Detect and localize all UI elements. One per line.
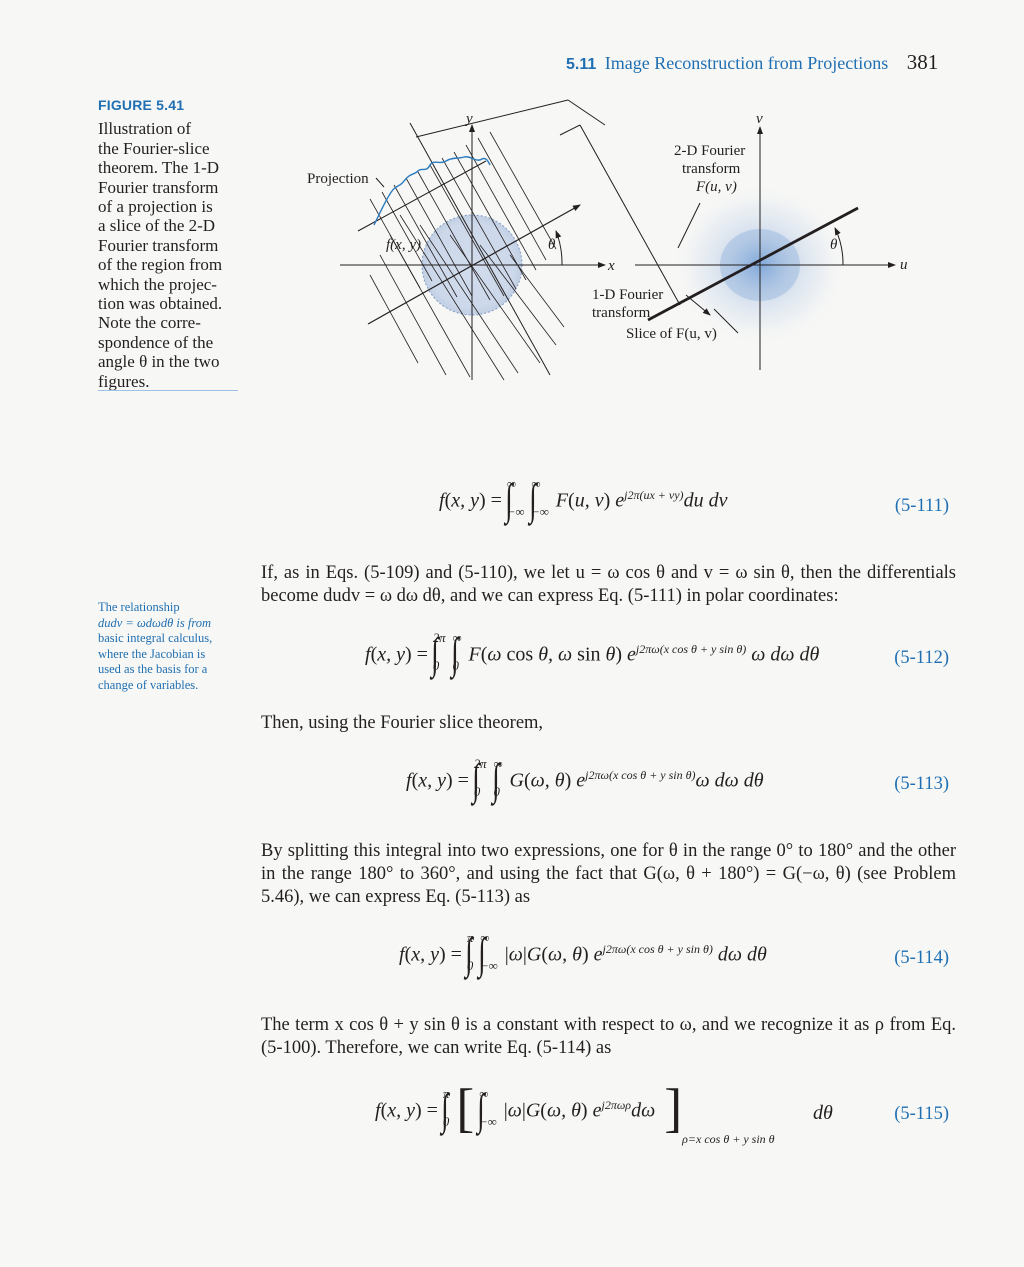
caption-line: a slice of the 2-D	[98, 216, 216, 236]
caption-rule	[98, 390, 238, 391]
page-number: 381	[906, 50, 939, 74]
equation-body: f(x, y) = ∫ π 0 ∫ ∞ −∞ |ω|G(ω, θ) ej2πω(x co…	[399, 929, 767, 978]
frame-line	[415, 99, 569, 138]
theta-arc-left	[555, 230, 563, 266]
equation-body: f(x, y) = ∫ π 0 [ ∫ ∞ −∞ |ω|G(ω, θ) ej2πωρdω…	[375, 1078, 775, 1146]
caption-line: Illustration of	[98, 119, 192, 139]
label-u: u	[900, 257, 908, 273]
label-ft2d-2: transform	[682, 161, 741, 177]
label-x: x	[607, 258, 615, 274]
margin-note-line: dudv = ωdωdθ is from	[98, 615, 212, 630]
margin-note-line: where the Jacobian is	[98, 646, 206, 661]
frame-line	[567, 99, 606, 126]
margin-note-line: The relationship	[98, 600, 180, 614]
caption-line: spondence of the	[98, 332, 214, 352]
equation-5-111: f(x, y) = ∫ ∞ −∞ ∫ ∞ −∞ F(u, v) ej2π(ux + vy…	[261, 472, 956, 542]
ft1d-pointer	[685, 294, 711, 316]
equation-number: (5-113)	[894, 774, 949, 794]
caption-line: Note the corre-	[98, 313, 201, 333]
equation-number: (5-112)	[894, 648, 949, 668]
caption-line: which the projec-	[98, 274, 217, 294]
equation-number: (5-111)	[894, 496, 949, 516]
caption-line: tion was obtained.	[98, 294, 223, 314]
equation-5-115: f(x, y) = ∫ π 0 [ ∫ ∞ −∞ |ω|G(ω, θ) ej2πωρdω…	[261, 1078, 956, 1172]
label-y: y	[464, 111, 473, 127]
caption-line: angle θ in the two	[98, 352, 220, 372]
ft2d-pointer	[677, 202, 701, 249]
margin-note-line: basic integral calculus,	[98, 631, 213, 646]
equation-body: f(x, y) = ∫ ∞ −∞ ∫ ∞ −∞ F(u, v) ej2π(ux + vy…	[439, 475, 728, 524]
equation-dtheta: dθ	[813, 1102, 833, 1124]
caption-line: theorem. The 1-D	[98, 158, 220, 178]
caption-line: of the region from	[98, 255, 223, 275]
equation-body: f(x, y) = ∫ 2π 0 ∫ ∞ 0 G(ω, θ) ej2πω(x cos θ…	[406, 755, 764, 804]
label-ft1d-2: transform	[592, 305, 651, 321]
slice-pointer	[713, 308, 739, 334]
caption-line: Fourier transform	[98, 235, 219, 255]
frame-line	[559, 124, 581, 136]
figure-svg: y x Projection f(x, y) θ v u 2-D Fourier…	[307, 99, 908, 381]
equation-number: (5-115)	[894, 1104, 949, 1124]
projection-baseline	[357, 160, 487, 232]
fourier-slice-figure: y x Projection f(x, y) θ v u 2-D Fourier…	[300, 95, 920, 385]
slice-line	[647, 206, 859, 322]
label-slice: Slice of F(u, v)	[626, 326, 717, 342]
equation-body: f(x, y) = ∫ 2π 0 ∫ ∞ 0 F(ω cos θ, ω sin θ) e…	[365, 629, 820, 678]
equation-5-114: f(x, y) = ∫ π 0 ∫ ∞ −∞ |ω|G(ω, θ) ej2πω(x co…	[261, 926, 956, 996]
label-ft2d-3: F(u, v)	[695, 179, 737, 195]
equation-5-113: f(x, y) = ∫ 2π 0 ∫ ∞ 0 G(ω, θ) ej2πω(x cos θ…	[261, 752, 956, 822]
caption-line: the Fourier-slice	[98, 138, 210, 158]
caption-line: figures.	[98, 371, 150, 391]
label-theta-left: θ	[548, 237, 556, 253]
margin-note-line: used as the basis for a	[98, 662, 208, 677]
label-v: v	[756, 111, 763, 127]
figure-label: FIGURE 5.41	[98, 97, 185, 113]
rotated-axis-perp	[409, 122, 551, 376]
label-fxy: f(x, y)	[386, 237, 421, 253]
label-ft1d-1: 1-D Fourier	[592, 287, 663, 303]
projection-curve	[373, 155, 491, 226]
caption-line: Fourier transform	[98, 177, 219, 197]
figure-caption: FIGURE 5.41 Illustration of the Fourier-…	[98, 96, 240, 391]
theta-arc-right	[834, 227, 844, 266]
paragraph-1: If, as in Eqs. (5-109) and (5-110), we l…	[261, 563, 956, 606]
margin-note-line: change of variables.	[98, 677, 199, 692]
equation-5-112: f(x, y) = ∫ 2π 0 ∫ ∞ 0 F(ω cos θ, ω sin θ) e…	[261, 626, 956, 696]
section-title: Image Reconstruction from Projections	[604, 53, 889, 73]
paragraph-4: The term x cos θ + y sin θ is a constant…	[261, 1015, 956, 1058]
equation-number: (5-114)	[894, 948, 949, 968]
label-ft2d-1: 2-D Fourier	[674, 143, 745, 159]
projection-pointer	[375, 177, 385, 188]
paragraph-2: Then, using the Fourier slice theorem,	[261, 713, 544, 733]
section-number: 5.11	[566, 56, 597, 73]
label-projection: Projection	[307, 171, 369, 187]
caption-line: of a projection is	[98, 197, 213, 217]
rotated-axis	[367, 204, 581, 325]
frame-line	[579, 124, 681, 306]
label-theta-right: θ	[830, 237, 838, 253]
paragraph-3: By splitting this integral into two expr…	[261, 841, 956, 907]
running-head: 5.11 Image Reconstruction from Projectio…	[566, 50, 966, 76]
margin-note: The relationship dudv = ωdωdθ is from ba…	[98, 600, 228, 694]
